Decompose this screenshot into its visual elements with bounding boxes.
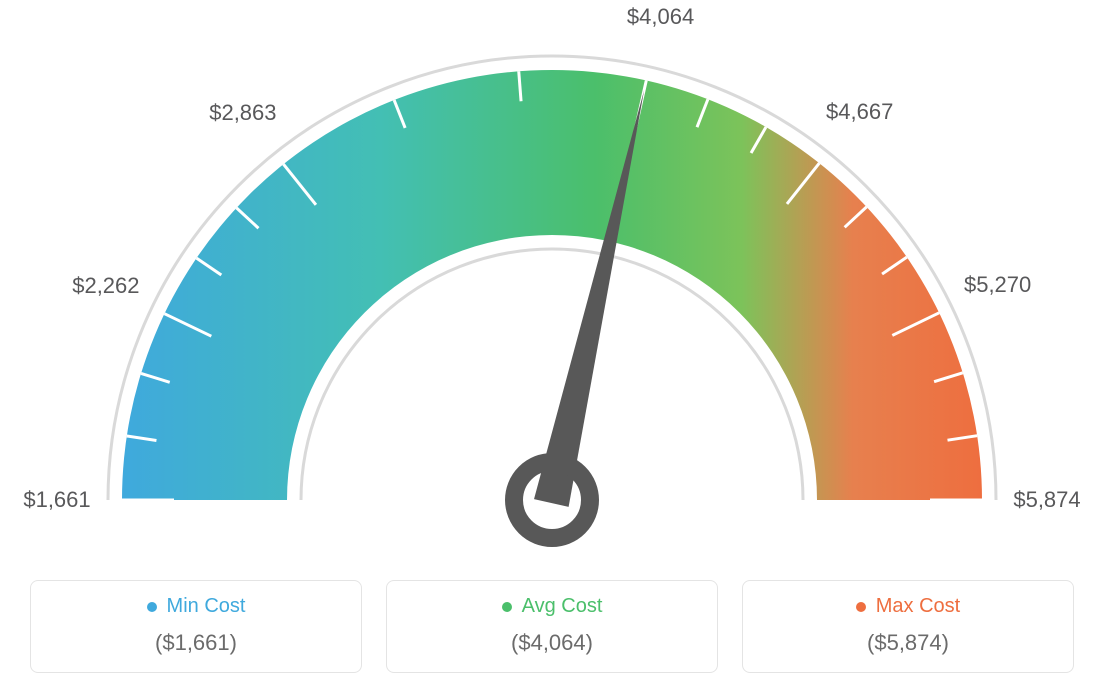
avg-cost-value: ($4,064) [405, 630, 699, 656]
max-cost-value: ($5,874) [761, 630, 1055, 656]
avg-dot-icon [502, 602, 512, 612]
max-dot-icon [856, 602, 866, 612]
gauge-tick-label: $4,064 [627, 4, 694, 30]
avg-cost-card: Avg Cost ($4,064) [386, 580, 718, 673]
gauge-tick-label: $5,874 [1013, 487, 1080, 513]
legend-cards: Min Cost ($1,661) Avg Cost ($4,064) Max … [30, 580, 1074, 673]
gauge-tick-label: $4,667 [826, 99, 893, 125]
gauge-tick-label: $1,661 [23, 487, 90, 513]
min-cost-title: Min Cost [167, 595, 246, 618]
min-cost-card: Min Cost ($1,661) [30, 580, 362, 673]
gauge-svg [0, 0, 1104, 560]
gauge-tick-label: $2,863 [209, 100, 276, 126]
cost-gauge: $1,661 $2,262 $2,863 $4,064 $4,667 $5,270 $5,8… [0, 0, 1104, 560]
max-cost-card: Max Cost ($5,874) [742, 580, 1074, 673]
avg-cost-title: Avg Cost [522, 595, 603, 618]
min-dot-icon [147, 602, 157, 612]
gauge-tick-label: $2,262 [72, 273, 139, 299]
max-cost-title: Max Cost [876, 595, 960, 618]
min-cost-value: ($1,661) [49, 630, 343, 656]
gauge-tick-label: $5,270 [964, 272, 1031, 298]
